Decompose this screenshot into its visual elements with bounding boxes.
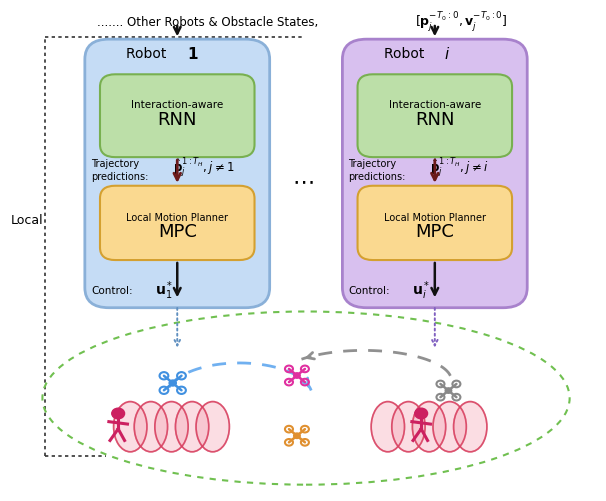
Text: Local Motion Planner: Local Motion Planner — [126, 212, 228, 222]
Text: RNN: RNN — [415, 111, 454, 129]
Text: $\cdots$: $\cdots$ — [292, 170, 314, 190]
FancyBboxPatch shape — [100, 186, 255, 261]
Circle shape — [294, 433, 300, 438]
Text: $\hat{\mathbf{p}}_j^{1:T_H}, j\neq 1$: $\hat{\mathbf{p}}_j^{1:T_H}, j\neq 1$ — [173, 156, 235, 179]
Ellipse shape — [412, 402, 446, 452]
Text: $\hat{\mathbf{p}}_j^{1:T_H}, j\neq i$: $\hat{\mathbf{p}}_j^{1:T_H}, j\neq i$ — [430, 156, 489, 179]
Text: $\mathbf{u}_1^*$: $\mathbf{u}_1^*$ — [155, 279, 173, 302]
Text: Local: Local — [11, 214, 44, 227]
FancyBboxPatch shape — [358, 186, 512, 261]
Text: $[\mathbf{p}_j^{-T_0:0}, \mathbf{v}_j^{-T_0:0}]$: $[\mathbf{p}_j^{-T_0:0}, \mathbf{v}_j^{-… — [415, 11, 508, 35]
Text: Control:: Control: — [91, 286, 133, 296]
Circle shape — [415, 408, 428, 419]
Circle shape — [112, 408, 125, 419]
Ellipse shape — [391, 402, 425, 452]
Text: Robot: Robot — [127, 47, 171, 61]
Text: $\mathit{i}$: $\mathit{i}$ — [444, 46, 450, 62]
Text: RNN: RNN — [158, 111, 197, 129]
FancyBboxPatch shape — [85, 40, 270, 308]
Ellipse shape — [135, 402, 167, 452]
Circle shape — [294, 373, 300, 378]
FancyBboxPatch shape — [358, 75, 512, 158]
Circle shape — [445, 388, 451, 393]
Text: Robot: Robot — [384, 47, 428, 61]
Text: $\mathbf{u}_i^*$: $\mathbf{u}_i^*$ — [412, 279, 430, 302]
Ellipse shape — [176, 402, 208, 452]
Ellipse shape — [196, 402, 229, 452]
Text: $\mathbf{1}$: $\mathbf{1}$ — [187, 46, 198, 62]
Text: Local Motion Planner: Local Motion Planner — [384, 212, 486, 222]
FancyBboxPatch shape — [342, 40, 527, 308]
Ellipse shape — [453, 402, 487, 452]
FancyBboxPatch shape — [100, 75, 255, 158]
Circle shape — [169, 380, 176, 386]
Ellipse shape — [371, 402, 405, 452]
Text: Trajectory
predictions:: Trajectory predictions: — [91, 159, 148, 182]
Text: MPC: MPC — [158, 223, 197, 241]
Text: Interaction-aware: Interaction-aware — [388, 100, 481, 110]
Ellipse shape — [114, 402, 147, 452]
Text: ....... Other Robots & Obstacle States,: ....... Other Robots & Obstacle States, — [97, 16, 318, 29]
Text: Trajectory
predictions:: Trajectory predictions: — [348, 159, 406, 182]
Text: Interaction-aware: Interaction-aware — [131, 100, 224, 110]
Ellipse shape — [155, 402, 188, 452]
Ellipse shape — [433, 402, 467, 452]
Text: Control:: Control: — [348, 286, 390, 296]
Text: MPC: MPC — [415, 223, 454, 241]
